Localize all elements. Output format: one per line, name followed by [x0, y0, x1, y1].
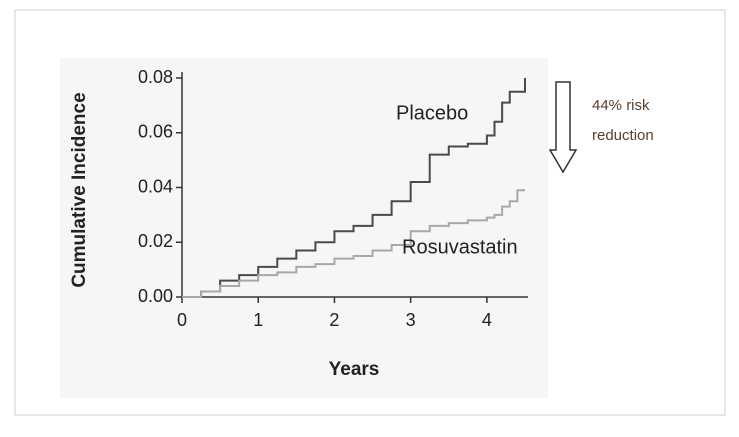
y-tick-label: 0.08 [138, 67, 173, 87]
reduction-arrow [548, 81, 578, 174]
y-tick-label: 0.04 [138, 176, 173, 196]
x-axis-title: Years [329, 359, 380, 380]
x-tick-label: 0 [177, 310, 187, 330]
plot-panel [60, 58, 548, 398]
series-label: Rosuvastatin [402, 236, 518, 258]
y-axis-title: Cumulative Incidence [69, 92, 90, 287]
series-label: Placebo [396, 102, 468, 124]
annotation: reduction [592, 127, 654, 144]
x-tick-label: 1 [253, 310, 263, 330]
x-tick-label: 3 [406, 310, 416, 330]
x-tick-label: 4 [482, 310, 492, 330]
annotation: 44% risk [592, 97, 650, 114]
series-line [182, 78, 526, 298]
series-line [182, 189, 525, 298]
x-tick-label: 2 [329, 310, 339, 330]
y-tick-label: 0.02 [138, 231, 173, 251]
y-tick-label: 0.00 [138, 286, 173, 306]
y-tick-label: 0.06 [138, 122, 173, 142]
